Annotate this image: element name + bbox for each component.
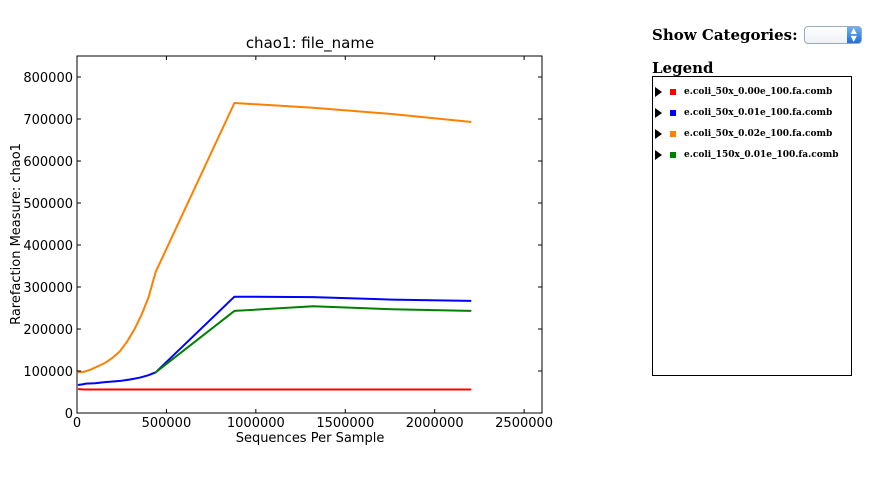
legend-label: e.coli_50x_0.01e_100.fa.comb: [684, 107, 833, 118]
y-tick-label: 700000: [23, 113, 73, 128]
axis-layer: 0 500000 1000000 1500000 2000000 2500000 0 1000…: [23, 55, 553, 431]
legend-swatch: [670, 109, 676, 116]
x-tick-label: 1500000: [316, 416, 374, 431]
y-tick-label: 300000: [23, 281, 73, 296]
legend-item[interactable]: e.coli_150x_0.01e_100.fa.comb: [653, 144, 851, 165]
x-tick-label: 0: [73, 416, 81, 431]
legend-label: e.coli_150x_0.01e_100.fa.comb: [684, 149, 839, 160]
series-line: [154, 305, 472, 374]
plot-frame: [76, 55, 543, 414]
y-tick-label: 500000: [23, 197, 73, 212]
controls-panel: Show Categories: ▲ ▼ Legend e.coli_50x_0.…: [652, 24, 872, 376]
series-layer: [77, 102, 472, 391]
y-axis-label: Rarefaction Measure: chao1: [9, 143, 24, 325]
legend-item[interactable]: e.coli_50x_0.01e_100.fa.comb: [653, 102, 851, 123]
expand-triangle-icon[interactable]: [655, 149, 662, 160]
series-line: [77, 102, 472, 374]
x-tick-label: 2000000: [406, 416, 464, 431]
legend-title: Legend: [652, 59, 714, 77]
x-tick-label: 2500000: [495, 416, 553, 431]
series-line: [77, 295, 472, 386]
y-tick-label: 800000: [23, 71, 73, 86]
legend-label: e.coli_50x_0.02e_100.fa.comb: [684, 128, 833, 139]
legend-box: e.coli_50x_0.00e_100.fa.comb e.coli_50x_…: [652, 76, 852, 376]
chevron-updown-icon: ▲ ▼: [846, 27, 861, 43]
y-tick-label: 400000: [23, 239, 73, 254]
y-tick-label: 100000: [23, 365, 73, 380]
x-tick-label: 1000000: [227, 416, 285, 431]
expand-triangle-icon[interactable]: [655, 86, 662, 97]
legend-item[interactable]: e.coli_50x_0.02e_100.fa.comb: [653, 123, 851, 144]
y-tick-label: 0: [65, 407, 73, 422]
category-select[interactable]: ▲ ▼: [803, 26, 862, 44]
expand-triangle-icon[interactable]: [655, 107, 662, 118]
legend-label: e.coli_50x_0.00e_100.fa.comb: [684, 86, 833, 97]
chart-title: chao1: file_name: [246, 34, 374, 53]
x-axis-label: Sequences Per Sample: [236, 431, 385, 446]
y-tick-label: 600000: [23, 155, 73, 170]
legend-swatch: [670, 88, 676, 95]
show-categories-row: Show Categories: ▲ ▼: [652, 24, 872, 46]
legend-swatch: [670, 151, 676, 158]
rarefaction-chart: chao1: file_name 0 500000 1000000 1500000 20…: [9, 34, 553, 446]
legend-item[interactable]: e.coli_50x_0.00e_100.fa.comb: [653, 81, 851, 102]
legend-swatch: [670, 130, 676, 137]
expand-triangle-icon[interactable]: [655, 128, 662, 139]
show-categories-label: Show Categories:: [652, 26, 798, 44]
y-tick-label: 200000: [23, 323, 73, 338]
x-tick-label: 500000: [142, 416, 192, 431]
